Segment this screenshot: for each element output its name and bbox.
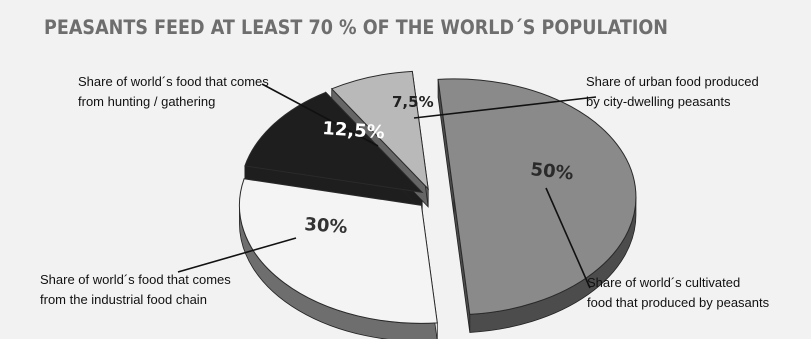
slice-value-label: 7,5% bbox=[392, 93, 434, 111]
leader-lines bbox=[177, 83, 597, 289]
leader-line bbox=[413, 96, 597, 119]
slice-category-label: Share of world´s cultivated bbox=[587, 275, 740, 290]
pie-slice bbox=[244, 91, 424, 194]
slice-value-label: 12,5% bbox=[322, 118, 386, 143]
leader-line bbox=[545, 187, 591, 289]
chart-title: PEASANTS FEED AT LEAST 70 % OF THE WORLD… bbox=[44, 16, 668, 39]
leader-line bbox=[261, 83, 379, 147]
leader-line bbox=[177, 237, 297, 273]
pie-slice bbox=[330, 70, 429, 191]
slice-category-label: Share of world´s food that comes bbox=[78, 74, 269, 89]
slice-value-label: 30% bbox=[304, 214, 348, 238]
pie-slice bbox=[437, 78, 637, 315]
pie-slice bbox=[238, 178, 438, 324]
slice-category-label: Share of urban food produced bbox=[586, 74, 759, 89]
slice-category-label: Share of world´s food that comes bbox=[40, 272, 231, 287]
slice-category-label: food that produced by peasants bbox=[587, 295, 770, 310]
pie-layer bbox=[238, 70, 637, 339]
slice-category-label: from the industrial food chain bbox=[40, 292, 207, 307]
slice-category-label: from hunting / gathering bbox=[78, 94, 215, 109]
slice-value-label: 50% bbox=[529, 159, 574, 184]
slice-category-label: by city-dwelling peasants bbox=[586, 94, 731, 109]
